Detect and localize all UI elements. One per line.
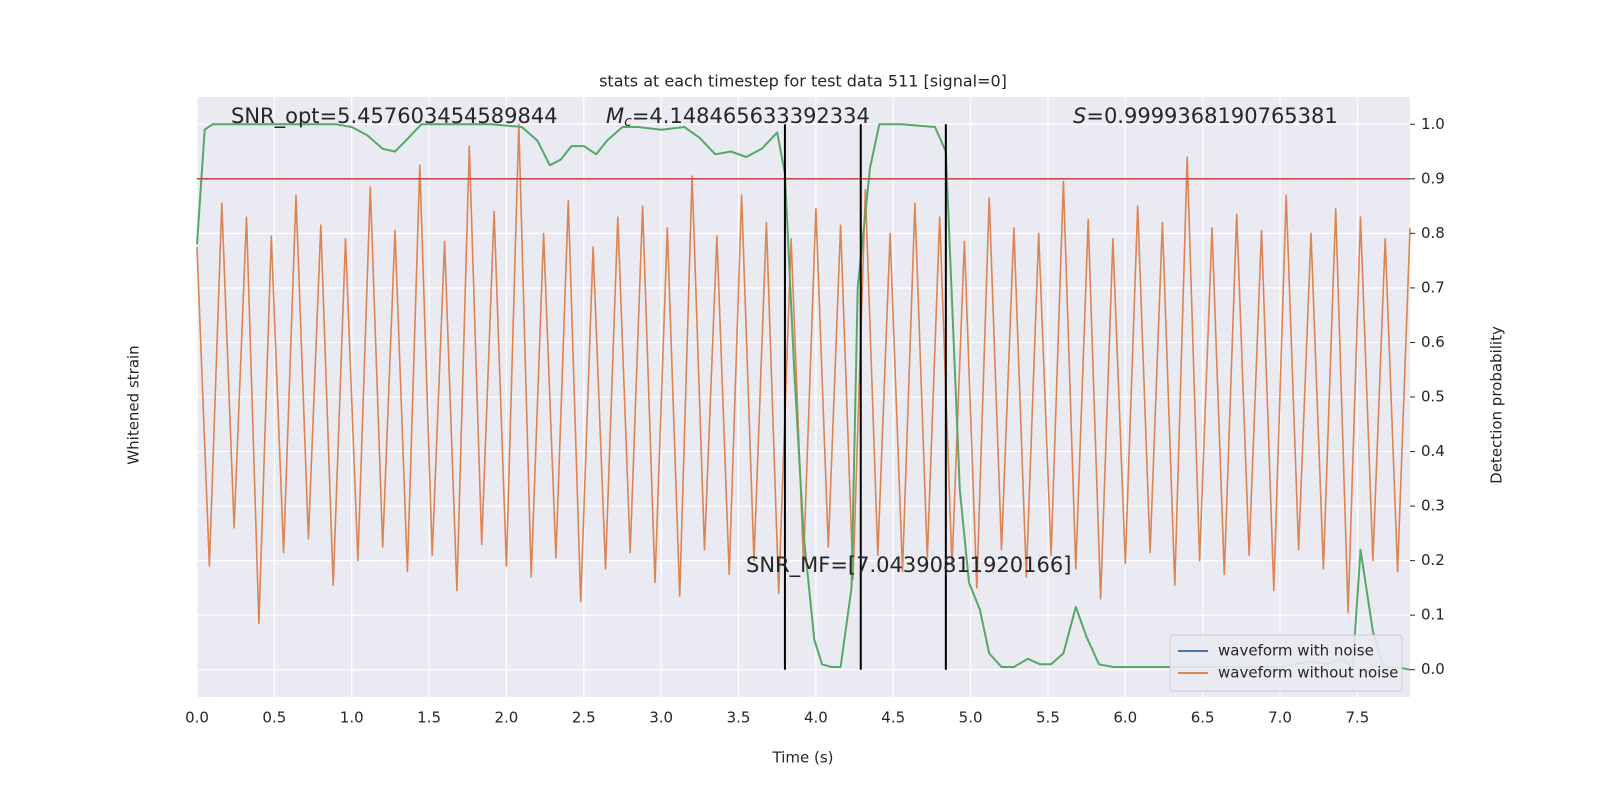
x-tick-label: 3.0 [649, 709, 673, 727]
x-axis-label: Time (s) [772, 749, 834, 767]
legend-box [1169, 634, 1403, 692]
y2-tick-label: 0.8 [1421, 224, 1445, 242]
y2-tick-label: 0.6 [1421, 333, 1445, 351]
x-tick-label: 2.0 [495, 709, 519, 727]
snr-mf-annotation: SNR_MF=[7.04390811920166] [746, 553, 1071, 578]
score-annotation: S=0.9999368190765381 [1073, 104, 1338, 128]
subscript: c [624, 114, 632, 130]
x-tick-label: 4.0 [804, 709, 828, 727]
x-tick-label: 6.5 [1191, 709, 1215, 727]
y2-tick-label: 0.9 [1421, 169, 1445, 187]
x-tick-label: 1.0 [340, 709, 364, 727]
legend: waveform with noise waveform without nois… [1169, 634, 1403, 692]
snr-opt-annotation: SNR_opt=5.457603454589844 [231, 104, 558, 129]
y2-tick-label: 0.3 [1421, 497, 1445, 515]
x-tick-label: 7.5 [1345, 709, 1369, 727]
legend-label: waveform with noise [1218, 642, 1374, 660]
y2-tick-label: 0.2 [1421, 551, 1445, 569]
x-tick-label: 0.0 [185, 709, 209, 727]
marks [196, 123, 1411, 671]
y2-tick-label: 0.4 [1421, 442, 1445, 460]
y2-tick-label: 0.7 [1421, 278, 1445, 296]
value: =0.9999368190765381 [1086, 104, 1337, 128]
y2-tick-label: 0.0 [1421, 660, 1445, 678]
x-tick-label: 7.0 [1268, 709, 1292, 727]
x-tick-label: 4.5 [881, 709, 905, 727]
x-tick-label: 6.0 [1113, 709, 1137, 727]
x-tick-label: 1.5 [417, 709, 441, 727]
x-tick-label: 5.0 [959, 709, 983, 727]
x-tick-label: 3.5 [727, 709, 751, 727]
series-line [196, 123, 1411, 671]
series-line [196, 123, 1411, 625]
y2-tick-label: 1.0 [1421, 115, 1445, 133]
y-axis-label: Whitened strain [125, 345, 143, 464]
y2-tick-label: 0.1 [1421, 606, 1445, 624]
y2-axis-label: Detection probability [1488, 326, 1506, 484]
symbol: S [1073, 104, 1086, 128]
x-tick-label: 2.5 [572, 709, 596, 727]
legend-label: waveform without noise [1218, 664, 1398, 682]
symbol: M [606, 104, 624, 128]
value: =4.148465633392334 [632, 104, 870, 128]
x-tick-label: 5.5 [1036, 709, 1060, 727]
chirp-mass-annotation: Mc=4.148465633392334 [606, 104, 870, 130]
chart-title: stats at each timestep for test data 511… [599, 72, 1007, 91]
x-tick-label: 0.5 [262, 709, 286, 727]
y2-tick-label: 0.5 [1421, 388, 1445, 406]
